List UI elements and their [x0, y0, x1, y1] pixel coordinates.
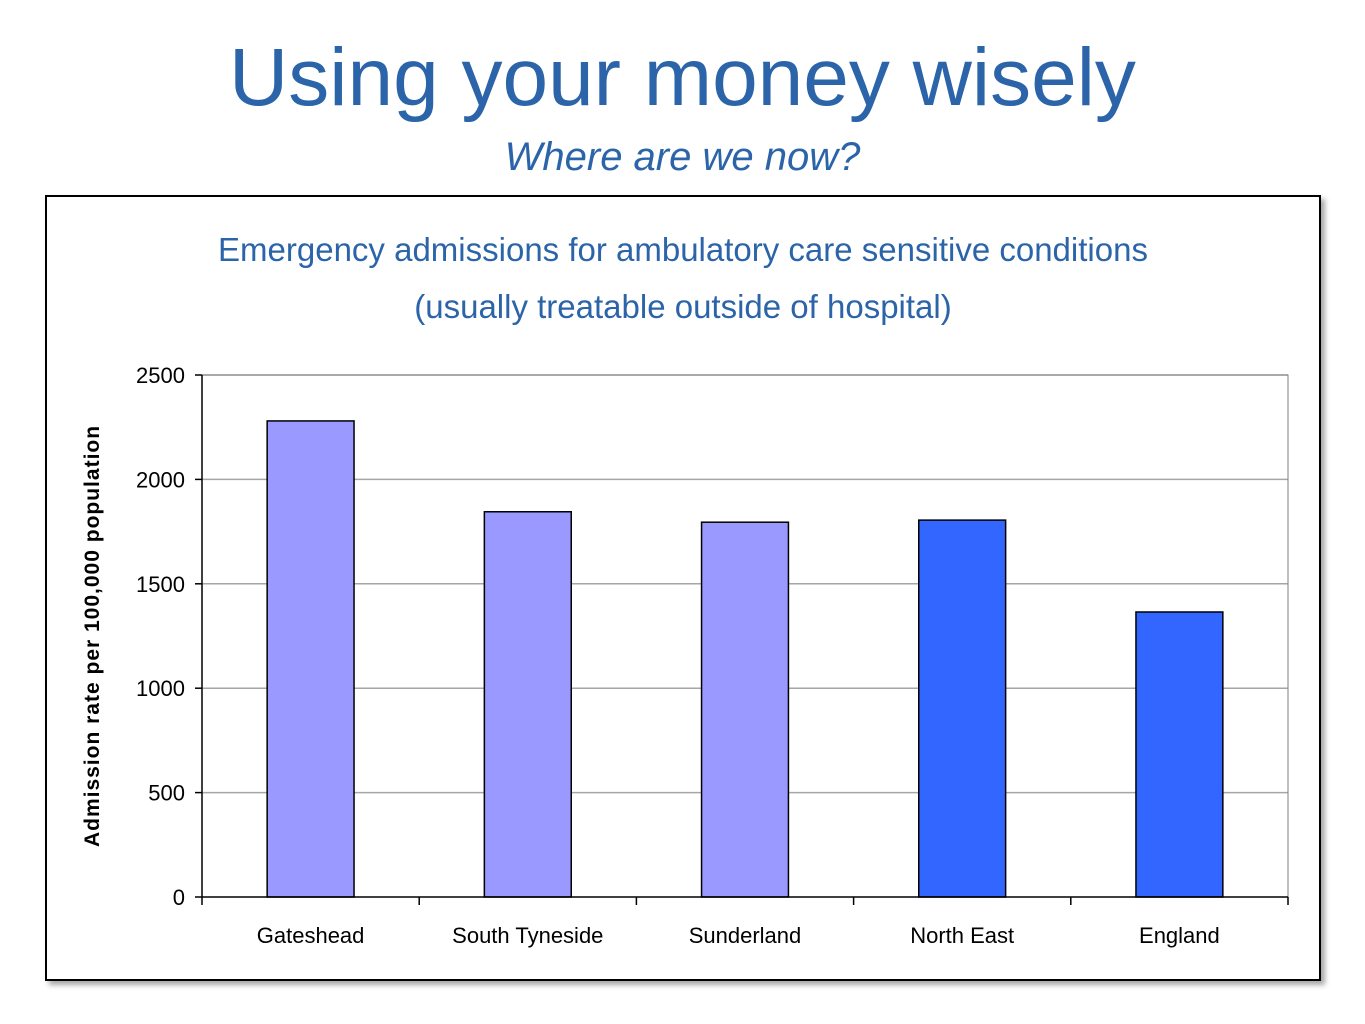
x-tick-label: North East: [910, 923, 1014, 948]
x-tick-label: Sunderland: [689, 923, 802, 948]
x-tick-label: England: [1139, 923, 1220, 948]
chart-frame: Emergency admissions for ambulatory care…: [45, 195, 1321, 981]
x-tick-label: Gateshead: [257, 923, 365, 948]
bar-north-east: [918, 519, 1007, 898]
x-tick-label: South Tyneside: [452, 923, 603, 948]
y-tick-labels: 0 500 1000 1500 2000 2500: [136, 363, 185, 910]
bar-gateshead: [266, 420, 355, 898]
y-tick-label: 500: [148, 781, 185, 806]
y-tick-label: 1500: [136, 572, 185, 597]
chart-title-line-1: Emergency admissions for ambulatory care…: [218, 231, 1148, 268]
x-tick-labels: Gateshead South Tyneside Sunderland North E…: [257, 923, 1220, 948]
slide-subtitle: Where are we now?: [504, 135, 861, 179]
bar-chart: 0 500 1000 1500 2000 2500 Gateshead South Tyne…: [81, 363, 1289, 948]
y-tick-label: 0: [173, 885, 185, 910]
y-axis-label: Admission rate per 100,000 population: [81, 425, 104, 847]
slide-title: Using your money wisely: [229, 32, 1136, 123]
bar-sunderland: [700, 521, 790, 898]
bars: [266, 420, 1224, 898]
y-tick-label: 2000: [136, 467, 185, 492]
axes: [195, 374, 1289, 905]
y-tick-label: 2500: [136, 363, 185, 388]
y-tick-label: 1000: [136, 676, 185, 701]
chart-title-line-2: (usually treatable outside of hospital): [414, 288, 952, 325]
bar-south-tyneside: [483, 511, 572, 898]
bar-england: [1135, 611, 1224, 898]
